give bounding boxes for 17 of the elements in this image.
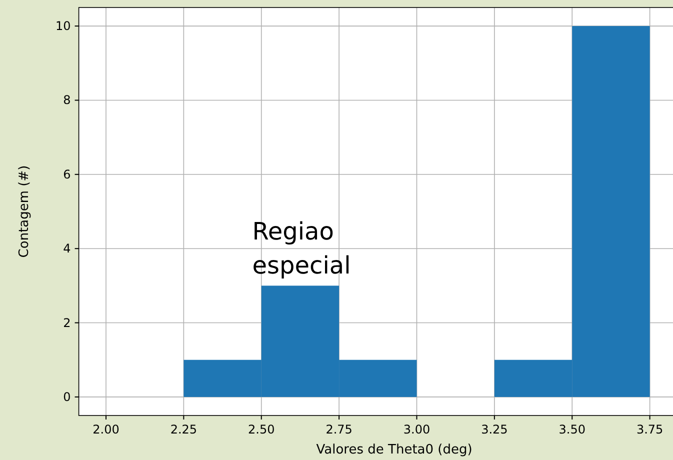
y-tick-label: 10 — [56, 19, 71, 34]
y-tick-label: 0 — [63, 390, 71, 404]
x-axis-title: Valores de Theta0 (deg) — [316, 442, 472, 458]
x-tick-label: 3.50 — [558, 422, 586, 436]
x-tick-label: 2.75 — [326, 422, 352, 436]
x-tick-label: 2.25 — [170, 422, 198, 436]
y-tick-label: 2 — [63, 316, 71, 330]
y-tick-label: 8 — [63, 93, 71, 108]
x-tick-label: 3.00 — [403, 422, 430, 436]
x-tick-label: 3.75 — [636, 422, 664, 436]
x-tick-label: 3.25 — [481, 422, 508, 436]
x-tick-label: 2.50 — [248, 422, 275, 436]
y-tick-label: 4 — [63, 242, 71, 256]
annotation: Regiao especial — [252, 217, 351, 280]
y-tick-label: 6 — [63, 167, 71, 182]
x-tick-label: 2.00 — [92, 422, 120, 436]
y-axis-title: Contagem (#) — [17, 165, 32, 258]
